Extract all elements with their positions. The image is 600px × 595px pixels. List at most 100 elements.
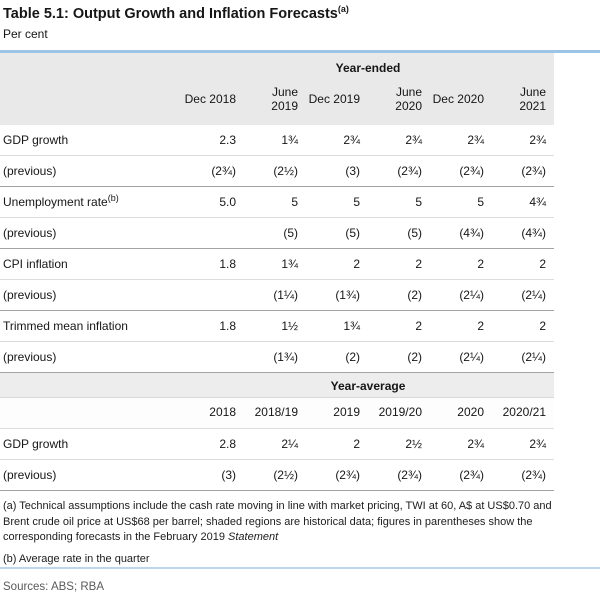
cell-value: 2½ bbox=[368, 428, 430, 461]
row-label: Unemployment rate(b) bbox=[0, 186, 182, 219]
row-label: GDP growth bbox=[0, 428, 182, 461]
row-label: (previous) bbox=[0, 155, 182, 188]
cell-value: (2½) bbox=[244, 155, 306, 188]
column-header: 2020 bbox=[430, 397, 492, 430]
row-label: (previous) bbox=[0, 217, 182, 250]
row-label-text: Trimmed mean inflation bbox=[3, 319, 128, 334]
table-row-unemployment-previous: (previous) (5) (5) (5) (4¾) (4¾) bbox=[0, 217, 555, 250]
cell-value: 2¾ bbox=[492, 125, 555, 157]
year-ended-column-header-row: Dec 2018 June 2019 Dec 2019 June 2020 De… bbox=[0, 78, 555, 126]
column-header: 2019/20 bbox=[368, 397, 430, 430]
row-label-text: GDP growth bbox=[3, 437, 69, 452]
cell-value: 1¾ bbox=[306, 310, 368, 343]
cell-value: (2¾) bbox=[306, 459, 368, 492]
cell-value: (2¼) bbox=[492, 279, 555, 312]
row-label-text: (previous) bbox=[3, 350, 57, 365]
row-label: GDP growth bbox=[0, 125, 182, 157]
row-label-text: CPI inflation bbox=[3, 257, 68, 272]
cell-value: (2¾) bbox=[430, 155, 492, 188]
footnote-a-text: (a) Technical assumptions include the ca… bbox=[3, 500, 552, 544]
cell-value: (3) bbox=[182, 459, 244, 492]
table-units-subtitle: Per cent bbox=[3, 27, 48, 42]
cell-value: 4¾ bbox=[492, 186, 555, 219]
cell-value: 5 bbox=[244, 186, 306, 219]
table-row-trimmed-mean-previous: (previous) (1¾) (2) (2) (2¼) (2¼) bbox=[0, 341, 555, 374]
cell-value: 5 bbox=[368, 186, 430, 219]
column-header: 2018/19 bbox=[244, 397, 306, 430]
cell-value: 2 bbox=[492, 310, 555, 343]
footnote-a-italic: Statement bbox=[228, 531, 279, 544]
cell-value: 5 bbox=[306, 186, 368, 219]
cell-value: (2¾) bbox=[368, 459, 430, 492]
table-row-unemployment-rate: Unemployment rate(b) 5.0 5 5 5 5 4¾ bbox=[0, 186, 555, 219]
year-average-section-row: Year-average bbox=[0, 373, 555, 399]
cell-value: (2¾) bbox=[182, 155, 244, 188]
year-ended-section-row: Year-ended bbox=[0, 53, 555, 79]
cell-value: (2½) bbox=[244, 459, 306, 492]
column-header: Dec 2018 bbox=[182, 78, 244, 126]
cell-value: (5) bbox=[244, 217, 306, 250]
footnote-b: (b) Average rate in the quarter bbox=[3, 552, 150, 565]
cell-value: (2) bbox=[368, 279, 430, 312]
table-row-gdp-growth-year-average: GDP growth 2.8 2¼ 2 2½ 2¾ 2¾ bbox=[0, 428, 555, 461]
column-header: 2019 bbox=[306, 397, 368, 430]
cell-value: 2 bbox=[492, 248, 555, 281]
cell-value: 2 bbox=[368, 248, 430, 281]
row-label: (previous) bbox=[0, 279, 182, 312]
row-label: Trimmed mean inflation bbox=[0, 310, 182, 343]
column-header-stub bbox=[0, 397, 182, 430]
cell-value bbox=[182, 279, 244, 312]
cell-value: (5) bbox=[368, 217, 430, 250]
cell-value: 2¾ bbox=[430, 125, 492, 157]
cell-value: 2¾ bbox=[368, 125, 430, 157]
row-label: CPI inflation bbox=[0, 248, 182, 281]
cell-value: (2¾) bbox=[430, 459, 492, 492]
table-row-cpi-previous: (previous) (1¼) (1¾) (2) (2¼) (2¼) bbox=[0, 279, 555, 312]
table-row-cpi-inflation: CPI inflation 1.8 1¾ 2 2 2 2 bbox=[0, 248, 555, 281]
cell-value: (2¾) bbox=[492, 459, 555, 492]
section-header-year-ended: Year-ended bbox=[182, 53, 555, 79]
cell-value: (1¾) bbox=[244, 341, 306, 374]
row-label-text: (previous) bbox=[3, 288, 57, 303]
table-title: Table 5.1: Output Growth and Inflation F… bbox=[3, 5, 600, 23]
column-header: 2018 bbox=[182, 397, 244, 430]
cell-value: (3) bbox=[306, 155, 368, 188]
cell-value: 2¾ bbox=[492, 428, 555, 461]
cell-value: (2¼) bbox=[492, 341, 555, 374]
cell-value: 2¾ bbox=[430, 428, 492, 461]
cell-value: (2¾) bbox=[368, 155, 430, 188]
column-header: Dec 2019 bbox=[306, 78, 368, 126]
cell-value: 2 bbox=[306, 428, 368, 461]
cell-value: 2¾ bbox=[306, 125, 368, 157]
cell-value: 1¾ bbox=[244, 125, 306, 157]
cell-value: 1.8 bbox=[182, 248, 244, 281]
cell-value: (5) bbox=[306, 217, 368, 250]
cell-value: 5 bbox=[430, 186, 492, 219]
sources-line: Sources: ABS; RBA bbox=[3, 580, 104, 593]
row-label-footnote-marker: (b) bbox=[107, 193, 119, 204]
cell-value: (2) bbox=[368, 341, 430, 374]
row-label: (previous) bbox=[0, 459, 182, 492]
table-row-gdp-growth-year-average-previous: (previous) (3) (2½) (2¾) (2¾) (2¾) (2¾) bbox=[0, 459, 555, 492]
section-stub bbox=[0, 53, 182, 79]
footnote-a: (a) Technical assumptions include the ca… bbox=[3, 499, 557, 546]
column-header: 2020/21 bbox=[492, 397, 555, 430]
table-title-text: Table 5.1: Output Growth and Inflation F… bbox=[3, 6, 338, 22]
row-label-text: Unemployment rate bbox=[3, 195, 108, 210]
row-label-text: GDP growth bbox=[3, 133, 69, 148]
cell-value: (4¾) bbox=[492, 217, 555, 250]
cell-value: 5.0 bbox=[182, 186, 244, 219]
year-average-column-header-row: 2018 2018/19 2019 2019/20 2020 2020/21 bbox=[0, 397, 555, 430]
column-header: June 2020 bbox=[368, 78, 430, 126]
cell-value bbox=[182, 341, 244, 374]
column-header: June 2021 bbox=[492, 78, 555, 126]
cell-value bbox=[182, 217, 244, 250]
cell-value: 2 bbox=[368, 310, 430, 343]
table-caption-block: Table 5.1: Output Growth and Inflation F… bbox=[0, 0, 600, 41]
row-label: (previous) bbox=[0, 341, 182, 374]
row-label-text: (previous) bbox=[3, 164, 57, 179]
cell-value: 2 bbox=[306, 248, 368, 281]
cell-value: (1¾) bbox=[306, 279, 368, 312]
cell-value: 2¼ bbox=[244, 428, 306, 461]
cell-value: (2¼) bbox=[430, 279, 492, 312]
